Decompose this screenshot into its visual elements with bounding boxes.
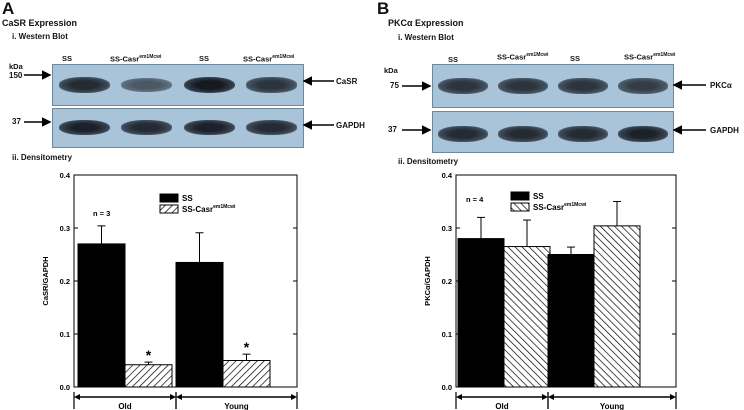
protein-label: PKCα <box>710 81 732 90</box>
blot-band <box>58 77 110 93</box>
y-tick-label: 0.3 <box>60 224 70 233</box>
densitometry-label: ii. Densitometry <box>398 157 459 166</box>
blot-band <box>438 77 488 95</box>
lane-label: SS <box>448 55 459 64</box>
bar <box>222 360 271 388</box>
legend-label: SS-Casrem1Mcwi <box>533 202 587 212</box>
y-tick-label: 0.4 <box>442 171 453 180</box>
group-arrow-left <box>456 394 462 400</box>
y-tick-label: 0.2 <box>442 277 452 286</box>
bar <box>457 238 505 388</box>
western-blot-gapdh <box>52 108 304 148</box>
legend-label: SS <box>533 192 544 201</box>
protein-label: CaSR <box>336 77 358 86</box>
blot-band <box>438 126 488 142</box>
blot-band <box>558 126 608 142</box>
group-label: Young <box>224 402 248 410</box>
bar <box>593 225 641 388</box>
western-blot-pkca <box>432 64 674 108</box>
blot-arrows <box>402 80 706 135</box>
mw-marker: 150 <box>9 71 23 80</box>
kda-label: kDa <box>384 66 398 75</box>
lane-label: SS-Casrem1Mcwi <box>110 54 162 64</box>
protein-label: GAPDH <box>710 126 739 135</box>
group-arrow-right <box>670 394 676 400</box>
y-axis-label: CaSR/GAPDH <box>41 256 50 305</box>
group-arrow-left <box>74 394 80 400</box>
bar <box>124 364 173 388</box>
blot-band <box>121 77 173 93</box>
y-tick-label: 0.0 <box>442 383 452 392</box>
group-arrow-left <box>176 394 182 400</box>
group-label: Old <box>118 402 131 410</box>
panel-letter: B <box>377 0 390 18</box>
legend-swatch <box>510 191 530 201</box>
blot-band <box>618 125 668 143</box>
bar <box>77 243 126 388</box>
blot-band <box>558 77 608 95</box>
blot-band <box>121 119 173 135</box>
protein-label: GAPDH <box>336 121 365 130</box>
kda-label: kDa <box>9 62 23 71</box>
panel-title: PKCα Expression <box>388 18 464 28</box>
western-blot-casr <box>52 64 304 106</box>
mw-marker: 37 <box>12 117 21 126</box>
blot-band <box>498 126 548 142</box>
western-blot-gapdh <box>432 111 674 153</box>
sample-size-annotation: n = 4 <box>466 195 484 204</box>
bar-chart: 0.0 0.1 0.2 0.3 0.4 PKCα/GAPDH n = 4 SSSS-Casre… <box>423 171 677 410</box>
panel-letter: A <box>2 0 15 18</box>
group-arrow-left <box>548 394 554 400</box>
y-tick-label: 0.3 <box>442 224 452 233</box>
y-tick-label: 0.1 <box>442 330 452 339</box>
group-arrow-right <box>170 394 176 400</box>
legend-swatch <box>510 202 530 212</box>
bar-chart: 0.0 0.1 0.2 0.3 0.4 CaSR/GAPDH n = 3 SSSS-Casre… <box>41 171 298 410</box>
significance-marker: * <box>244 339 250 355</box>
y-tick-label: 0.0 <box>60 383 70 392</box>
sample-size-annotation: n = 3 <box>93 209 110 218</box>
blot-band <box>246 119 298 135</box>
group-arrow-right <box>291 394 297 400</box>
blot-band <box>498 77 548 95</box>
legend-swatch <box>159 193 179 203</box>
y-tick-label: 0.1 <box>60 330 70 339</box>
group-label: Old <box>495 402 508 410</box>
lane-label: SS-Casrem1Mcwi <box>243 54 295 64</box>
blot-band <box>618 78 668 94</box>
bar <box>503 246 551 388</box>
group-label: Young <box>600 402 624 410</box>
panel-title: CaSR Expression <box>2 18 78 28</box>
mw-marker: 37 <box>388 125 397 134</box>
blot-band <box>183 119 235 135</box>
lane-label: SS <box>570 54 581 63</box>
lane-label: SS-Casrem1Mcwi <box>497 52 549 62</box>
blot-band <box>58 119 110 135</box>
blot-band <box>246 77 298 93</box>
bar <box>175 261 224 388</box>
lane-label: SS <box>199 54 210 63</box>
blot-band <box>183 76 235 94</box>
y-tick-label: 0.4 <box>60 171 71 180</box>
lane-label: SS-Casrem1Mcwi <box>624 52 676 62</box>
group-arrow-right <box>542 394 548 400</box>
western-blot-label: i. Western Blot <box>398 33 454 42</box>
mw-marker: 75 <box>390 81 399 90</box>
significance-marker: * <box>146 347 152 363</box>
blot-arrows <box>24 70 334 130</box>
y-tick-label: 0.2 <box>60 277 70 286</box>
y-axis-label: PKCα/GAPDH <box>423 256 432 306</box>
legend-swatch <box>159 204 179 214</box>
legend-label: SS-Casrem1Mcwi <box>182 204 236 214</box>
bar <box>547 254 595 388</box>
densitometry-label: ii. Densitometry <box>12 153 73 162</box>
western-blot-label: i. Western Blot <box>12 32 68 41</box>
legend-label: SS <box>182 194 193 203</box>
lane-label: SS <box>62 54 73 63</box>
